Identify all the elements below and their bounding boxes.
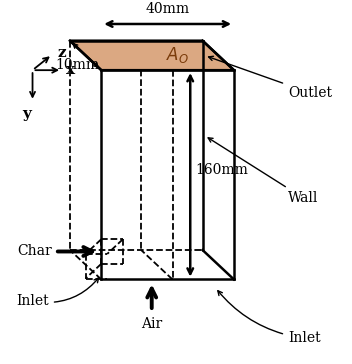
- Text: 40mm: 40mm: [146, 2, 190, 16]
- Text: Wall: Wall: [208, 138, 319, 205]
- Text: Inlet: Inlet: [218, 291, 321, 345]
- Text: 10mm: 10mm: [55, 58, 99, 72]
- Polygon shape: [70, 41, 234, 70]
- Text: z: z: [57, 47, 66, 60]
- Text: y: y: [22, 107, 31, 120]
- Text: Outlet: Outlet: [209, 56, 332, 100]
- Text: Air: Air: [141, 317, 162, 331]
- Text: 160mm: 160mm: [195, 163, 248, 177]
- Text: Inlet: Inlet: [16, 278, 99, 308]
- Text: x: x: [66, 63, 75, 77]
- Text: $A_O$: $A_O$: [166, 46, 189, 66]
- Text: Char: Char: [18, 245, 92, 258]
